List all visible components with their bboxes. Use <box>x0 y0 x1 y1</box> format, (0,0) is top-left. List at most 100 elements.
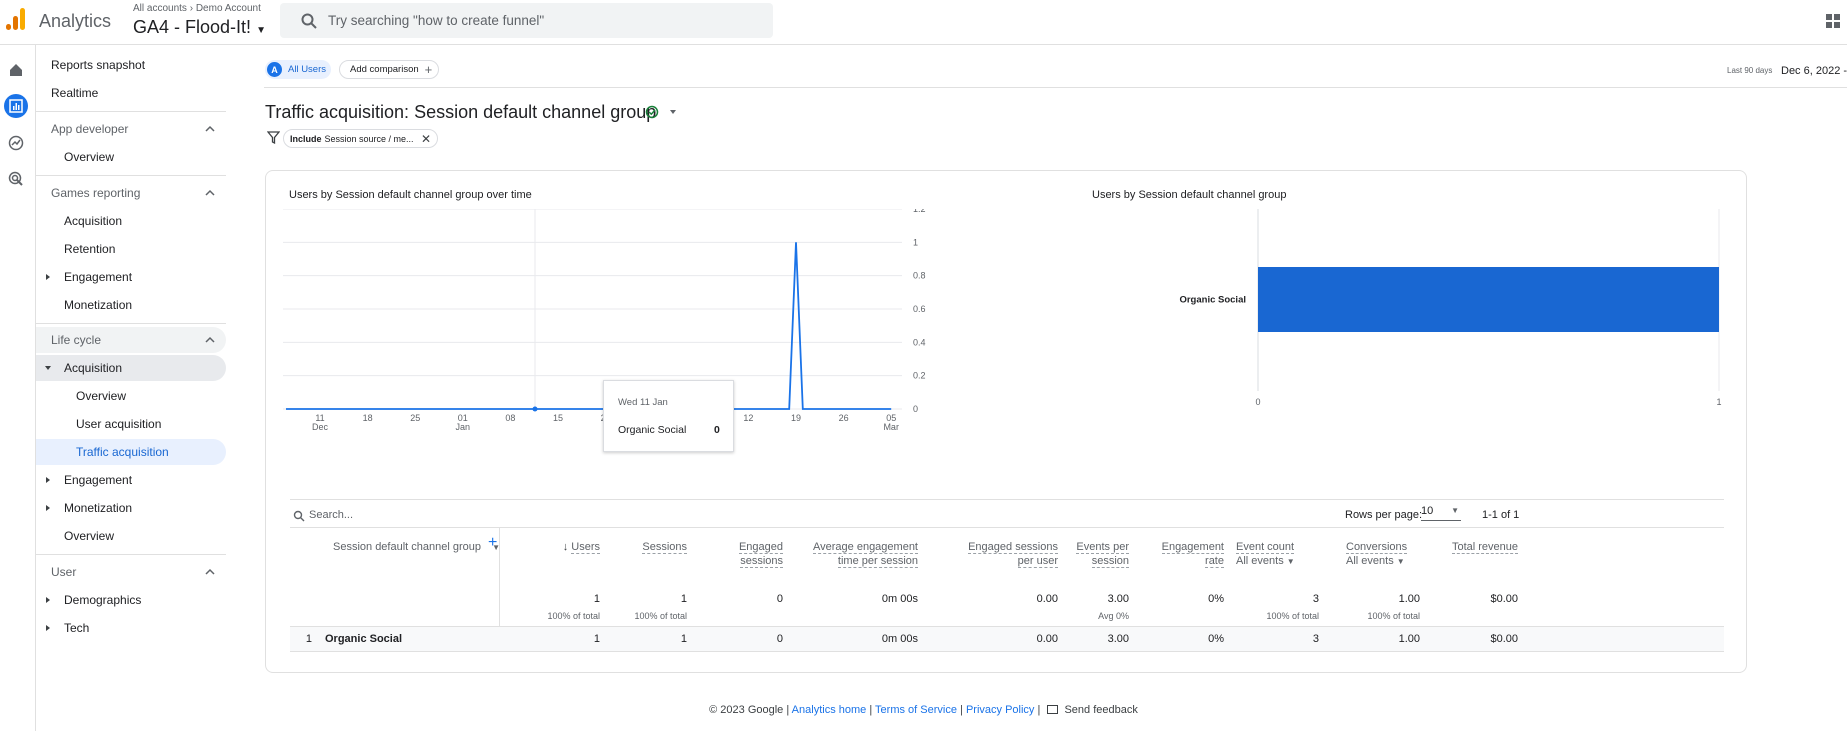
table-column-divider <box>499 528 500 634</box>
pagination-label: 1-1 of 1 <box>1482 509 1520 521</box>
analytics-logo-icon[interactable] <box>4 6 26 34</box>
nav-games-engagement[interactable]: Engagement <box>64 270 133 284</box>
footer-terms-link[interactable]: Terms of Service <box>875 704 957 716</box>
y-tick-label: 0.4 <box>913 337 926 347</box>
footer-separator: | <box>960 704 963 716</box>
add-dimension-button[interactable]: + <box>488 534 498 551</box>
caret-down-icon[interactable] <box>668 108 678 116</box>
search-bar[interactable]: Try searching "how to create funnel" <box>280 3 773 38</box>
check-circle-icon[interactable] <box>645 105 659 119</box>
filter-icon[interactable] <box>267 131 280 144</box>
nav-section-life-cycle[interactable]: Life cycle <box>51 333 102 347</box>
table-row[interactable]: 1 Organic Social 1 1 0 0m 00s 0.00 3.00 … <box>290 627 1724 651</box>
col-conversions-filter[interactable]: All events <box>1346 555 1394 567</box>
dimension-header[interactable]: Session default channel group ▼ <box>333 540 500 555</box>
nav-lc-engagement[interactable]: Engagement <box>64 473 133 487</box>
filter-chip[interactable]: Include Session source / me... ✕ <box>283 129 438 148</box>
chevron-up-icon[interactable] <box>205 567 215 577</box>
table-top-divider <box>290 499 1724 500</box>
advertising-rail-button[interactable] <box>4 167 28 191</box>
nav-divider <box>36 111 226 112</box>
apps-grid-icon[interactable] <box>1826 14 1840 28</box>
nav-lc-acq-overview[interactable]: Overview <box>76 389 127 403</box>
segment-chip[interactable]: A All Users <box>265 60 331 79</box>
nav-section-user[interactable]: User <box>51 565 77 579</box>
total-avg-engagement: 0m 00s <box>881 593 918 605</box>
toolbar-divider <box>264 87 1847 88</box>
date-range-picker[interactable]: Dec 6, 2022 - <box>1781 65 1847 77</box>
row-channel[interactable]: Organic Social <box>325 633 403 645</box>
nav-games-monetization[interactable]: Monetization <box>64 298 133 312</box>
caret-right-icon[interactable] <box>45 597 51 603</box>
feedback-icon <box>1047 705 1059 714</box>
nav-section-games-reporting[interactable]: Games reporting <box>51 186 141 200</box>
col-sessions[interactable]: Sessions <box>606 540 687 554</box>
chevron-up-icon[interactable] <box>205 188 215 198</box>
caret-down-icon: ▼ <box>256 25 266 36</box>
search-input[interactable]: Try searching "how to create funnel" <box>328 13 545 28</box>
col-engaged-sessions[interactable]: Engaged sessions <box>696 540 783 568</box>
total-sessions-sub: 100% of total <box>634 611 687 621</box>
search-icon <box>301 13 317 29</box>
nav-reports-snapshot[interactable]: Reports snapshot <box>51 58 146 72</box>
col-conversions[interactable]: Conversions All events ▼ <box>1346 540 1436 569</box>
report-card: Users by Session default channel group o… <box>265 170 1747 673</box>
chevron-up-icon[interactable] <box>205 124 215 134</box>
footer-analytics-home-link[interactable]: Analytics home <box>791 704 867 716</box>
nav-app-dev-overview[interactable]: Overview <box>64 150 115 164</box>
col-event-count[interactable]: Event count All events ▼ <box>1226 540 1316 569</box>
nav-section-app-developer[interactable]: App developer <box>51 122 129 136</box>
col-users[interactable]: ↓ Users <box>536 540 600 554</box>
tooltip-date: Wed 11 Jan <box>618 397 668 408</box>
hover-point <box>532 406 538 412</box>
caret-right-icon[interactable] <box>45 477 51 483</box>
nav-lc-acquisition[interactable]: Acquisition <box>64 361 123 375</box>
col-event-count-filter[interactable]: All events <box>1236 555 1284 567</box>
caret-right-icon[interactable] <box>45 625 51 631</box>
top-app-bar: Analytics All accounts › Demo Account GA… <box>0 0 1847 45</box>
filter-include-label: Include <box>290 133 322 144</box>
nav-realtime[interactable]: Realtime <box>51 86 99 100</box>
col-engagement-rate[interactable]: Engagement rate <box>1136 540 1224 568</box>
col-avg-engagement[interactable]: Average engagement time per session <box>786 540 918 568</box>
advertising-icon <box>8 171 23 186</box>
footer-privacy-link[interactable]: Privacy Policy <box>965 704 1035 716</box>
caret-right-icon[interactable] <box>45 274 51 280</box>
bar-chart[interactable]: Organic Social 0 1 <box>1086 209 1736 439</box>
property-selector[interactable]: GA4 - Flood-It! ▼ <box>133 17 266 38</box>
nav-games-retention[interactable]: Retention <box>64 242 116 256</box>
x-tick-month-label: Dec <box>312 422 329 432</box>
col-engaged-per-user[interactable]: Engaged sessions per user <box>926 540 1058 568</box>
x-tick-label: 12 <box>743 413 753 423</box>
nav-tech[interactable]: Tech <box>64 621 90 635</box>
total-engaged-sessions: 0 <box>776 593 783 605</box>
breadcrumb-account[interactable]: Demo Account <box>195 3 261 14</box>
table-row-divider <box>290 626 1724 627</box>
caret-right-icon[interactable] <box>45 505 51 511</box>
account-breadcrumb[interactable]: All accounts › Demo Account <box>133 3 261 14</box>
nav-lc-overview[interactable]: Overview <box>64 529 115 543</box>
x-tick-label: 01 <box>458 413 468 423</box>
close-icon[interactable]: ✕ <box>420 131 431 146</box>
rows-per-page-select[interactable]: 10 ▼ <box>1421 505 1461 521</box>
table-search-input[interactable]: Search... <box>309 509 354 521</box>
explore-rail-button[interactable] <box>4 131 28 155</box>
nav-demographics[interactable]: Demographics <box>64 593 142 607</box>
dimension-header-label: Session default channel group <box>333 541 481 553</box>
col-total-revenue[interactable]: Total revenue <box>1416 540 1518 554</box>
add-comparison-button[interactable]: Add comparison + <box>339 60 439 79</box>
caret-down-icon: ▼ <box>1451 506 1459 515</box>
footer-feedback-link[interactable]: Send feedback <box>1064 704 1138 716</box>
reports-rail-button[interactable] <box>4 94 28 118</box>
nav-lc-user-acquisition[interactable]: User acquisition <box>76 417 162 431</box>
x-tick-label: 11 <box>315 413 324 423</box>
nav-lc-traffic-acquisition[interactable]: Traffic acquisition <box>76 445 169 459</box>
caret-down-icon[interactable] <box>45 365 51 371</box>
col-events-per-session[interactable]: Events per session <box>1066 540 1129 568</box>
breadcrumb-all-accounts[interactable]: All accounts <box>133 3 187 14</box>
col-events-per-session-line1: Events per <box>1076 541 1129 554</box>
nav-lc-monetization[interactable]: Monetization <box>64 501 133 515</box>
nav-games-acquisition[interactable]: Acquisition <box>64 214 123 228</box>
home-rail-button[interactable] <box>4 58 28 82</box>
chevron-up-icon[interactable] <box>205 335 215 345</box>
